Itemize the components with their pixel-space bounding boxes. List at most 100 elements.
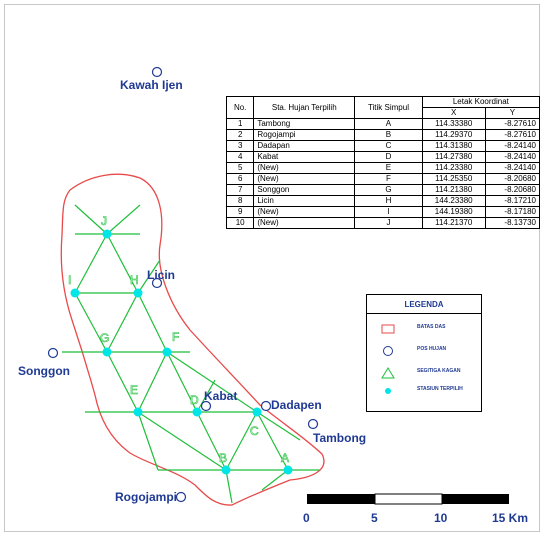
col-header-coord: Letak Koordinat [421,96,541,108]
cell-no: 3 [225,140,255,152]
cell-x: 144.19380 [421,206,486,218]
legend: LEGENDA BATAS DAS POS HUJAN SEGITIGA KAG… [366,294,482,412]
scale-tick-0: 0 [303,511,310,525]
triangle-letter-d: D [190,393,199,407]
cell-node: J [354,217,423,229]
scale-tick-5: 5 [371,511,378,525]
legend-item-rain-post: POS HUJAN [367,343,481,359]
place-kabat: Kabat [204,389,237,403]
cell-no: 10 [225,217,255,229]
cell-x: 144.23380 [421,195,486,207]
cell-node: I [354,206,423,218]
station-dot-c [252,407,262,417]
cell-x: 114.27380 [421,151,486,163]
cell-y: -8.24140 [484,151,541,163]
cell-x: 114.21370 [421,217,486,229]
place-tambong: Tambong [313,431,366,445]
table-row: 3 Dadapan C 114.31380 -8.24140 [225,140,541,152]
triangle-letter-c: C [250,424,259,438]
place-licin: Licin [147,268,175,282]
cell-y: -8.17180 [484,206,541,218]
cell-node: G [354,184,423,196]
cell-node: E [354,162,423,174]
station-dot-e [133,407,143,417]
legend-title: LEGENDA [367,297,481,314]
cell-no: 5 [225,162,255,174]
cell-no: 9 [225,206,255,218]
station-dot-g [102,347,112,357]
table-row: 9 (New) I 144.19380 -8.17180 [225,206,541,218]
cell-node: C [354,140,423,152]
rain-post-tambong [307,418,319,430]
triangle-icon [381,367,395,379]
triangle-letter-i: I [68,273,71,287]
station-dot-j [102,229,112,239]
col-header-no: No. [225,96,255,119]
dot-icon [385,388,391,394]
cell-x: 114.23380 [421,162,486,174]
cell-node: H [354,195,423,207]
rain-post-dadapan [260,400,272,412]
col-header-y: Y [484,107,541,119]
legend-item-triangle: SEGITIGA KAGAN [367,365,481,381]
rain-posts [47,66,319,503]
place-songgon: Songgon [18,364,70,378]
cell-y: -8.20680 [484,173,541,185]
cell-node: A [354,118,423,130]
col-header-node: Titik Simpul [354,96,423,119]
scale-tick-15: 15 Km [492,511,528,525]
station-dot-h [133,288,143,298]
cell-x: 114.21380 [421,184,486,196]
station-dot-f [162,347,172,357]
cell-x: 114.25350 [421,173,486,185]
legend-label: SEGITIGA KAGAN [417,368,461,374]
cell-no: 7 [225,184,255,196]
place-dadapan: Dadapen [271,398,322,412]
cell-station: (New) [253,217,356,229]
station-dot-b [221,465,231,475]
cell-y: -8.13730 [484,217,541,229]
cell-y: -8.24140 [484,162,541,174]
rain-post-rogojampi [175,491,187,503]
triangle-letters: A B C D E F G H I J [68,214,290,466]
table-row: 1 Tambong A 114.33380 -8.27610 [225,118,541,130]
table-row: 4 Kabat D 114.27380 -8.24140 [225,151,541,163]
cell-station: (New) [253,173,356,185]
cell-no: 6 [225,173,255,185]
station-dot-d [192,407,202,417]
cell-node: D [354,151,423,163]
rectangle-icon [381,324,395,334]
table-row: 2 Rogojampi B 114.29370 -8.27610 [225,129,541,141]
cell-y: -8.24140 [484,140,541,152]
legend-item-boundary: BATAS DAS [367,321,481,337]
station-dot-a [283,465,293,475]
table-row: 6 (New) F 114.25350 -8.20680 [225,173,541,185]
map-frame [4,4,540,532]
rain-post-kabat [200,400,212,412]
triangle-letter-g: G [100,331,109,345]
triangle-letter-b: B [219,451,227,465]
cell-no: 4 [225,151,255,163]
triangle-letter-j: J [101,214,107,228]
selected-stations [70,229,293,475]
scale-tick-10: 10 [434,511,448,525]
cell-station: Licin [253,195,356,207]
col-header-x: X [421,107,486,119]
place-kawah-ijen: Kawah Ijen [120,78,183,92]
place-rogojampi: Rogojampi [115,490,177,504]
rain-post-kawah-ijen [151,66,163,78]
legend-label: POS HUJAN [417,346,447,352]
cell-station: Dadapan [253,140,356,152]
scale-bar: 0 5 10 15 Km [303,493,528,525]
legend-label: STASIUN TERPILIH [417,386,463,392]
table-row: 10 (New) J 114.21370 -8.13730 [225,217,541,229]
circle-icon [383,346,393,356]
watershed-boundary [60,173,325,506]
cell-y: -8.27610 [484,129,541,141]
station-table: No. Sta. Hujan Terpilih Titik Simpul Let… [225,96,541,229]
cell-x: 114.33380 [421,118,486,130]
cell-node: F [354,173,423,185]
cell-x: 114.31380 [421,140,486,152]
cell-station: Rogojampi [253,129,356,141]
